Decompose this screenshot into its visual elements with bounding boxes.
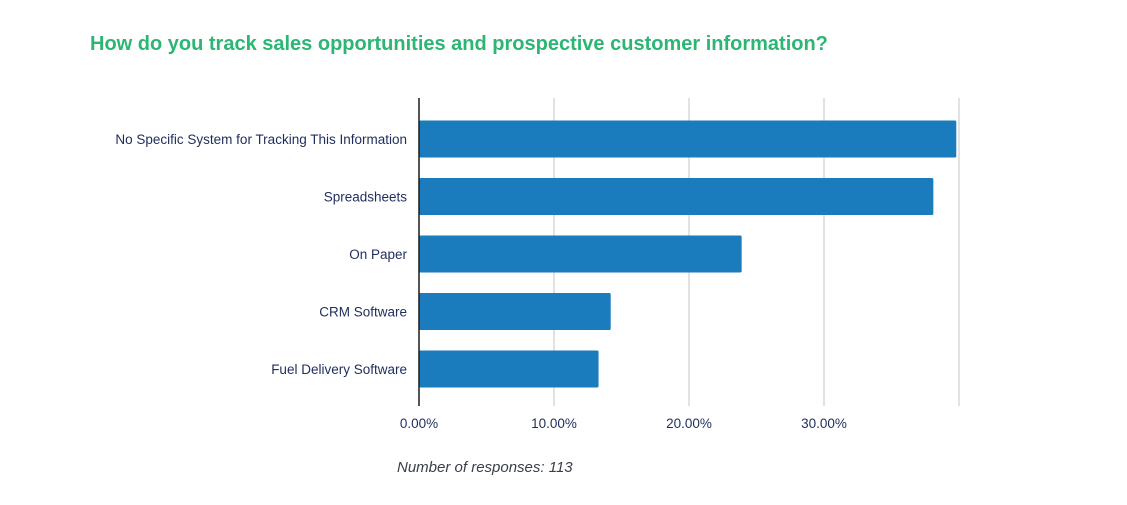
category-labels: No Specific System for Tracking This Inf… bbox=[115, 132, 407, 377]
x-axis-tick-labels: 0.00% 10.00% 20.00% 30.00% bbox=[400, 416, 847, 431]
bars bbox=[419, 120, 957, 388]
x-tick-label-1: 10.00% bbox=[531, 416, 577, 431]
bar-2 bbox=[419, 235, 742, 273]
category-label-2: On Paper bbox=[349, 247, 407, 262]
bar-1 bbox=[419, 178, 934, 215]
responses-footnote: Number of responses: 113 bbox=[397, 459, 573, 476]
x-tick-label-0: 0.00% bbox=[400, 416, 438, 431]
bar-4 bbox=[419, 350, 599, 388]
category-label-3: CRM Software bbox=[319, 305, 407, 320]
bar-3 bbox=[419, 293, 611, 330]
category-label-4: Fuel Delivery Software bbox=[271, 362, 407, 377]
bar-0 bbox=[419, 120, 957, 158]
x-tick-label-3: 30.00% bbox=[801, 416, 847, 431]
chart-title: How do you track sales opportunities and… bbox=[90, 33, 828, 55]
x-tick-label-2: 20.00% bbox=[666, 416, 712, 431]
category-label-0: No Specific System for Tracking This Inf… bbox=[115, 132, 407, 147]
category-label-1: Spreadsheets bbox=[324, 190, 408, 205]
